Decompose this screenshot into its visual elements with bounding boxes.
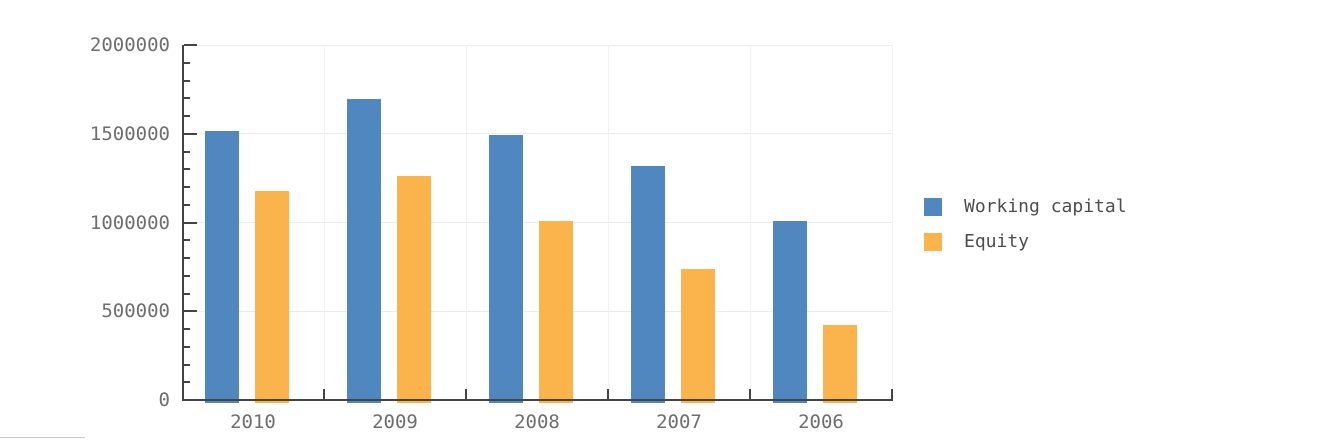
y-minor-tick bbox=[184, 239, 190, 242]
bar-working-capital-2007[interactable] bbox=[631, 165, 666, 403]
x-tick bbox=[891, 389, 893, 400]
y-minor-tick bbox=[184, 61, 190, 64]
y-grid-line bbox=[182, 44, 893, 46]
y-axis-label: 0 bbox=[158, 389, 170, 411]
bar-working-capital-2006[interactable] bbox=[773, 220, 808, 403]
x-grid-line bbox=[466, 45, 467, 399]
x-tick bbox=[749, 389, 751, 400]
x-axis-label-2009: 2009 bbox=[372, 411, 418, 433]
x-axis-label-2006: 2006 bbox=[798, 411, 844, 433]
x-grid-line bbox=[608, 45, 609, 399]
legend-label: Equity bbox=[964, 231, 1030, 252]
x-axis-line bbox=[182, 399, 893, 401]
y-minor-tick bbox=[184, 363, 190, 366]
legend-item-equity[interactable]: Equity bbox=[924, 231, 1127, 252]
y-minor-tick bbox=[184, 345, 190, 348]
x-tick bbox=[607, 389, 609, 400]
y-grid-line bbox=[182, 222, 893, 223]
y-major-tick bbox=[184, 44, 197, 46]
x-axis-label-2007: 2007 bbox=[656, 411, 702, 433]
bar-working-capital-2008[interactable] bbox=[489, 134, 524, 403]
y-axis-line bbox=[182, 45, 184, 400]
y-minor-tick bbox=[184, 381, 190, 384]
y-minor-tick bbox=[184, 203, 190, 206]
legend-swatch-equity-icon bbox=[924, 232, 942, 251]
y-minor-tick bbox=[184, 115, 190, 117]
x-tick bbox=[465, 389, 467, 400]
bar-equity-2008[interactable] bbox=[539, 220, 574, 403]
bar-equity-2010[interactable] bbox=[255, 191, 290, 403]
legend-item-working-capital[interactable]: Working capital bbox=[924, 196, 1127, 217]
y-minor-tick bbox=[184, 292, 190, 295]
legend: Working capital Equity bbox=[924, 196, 1127, 266]
y-axis-label: 1500000 bbox=[89, 122, 170, 145]
y-minor-tick bbox=[184, 97, 190, 100]
y-major-tick bbox=[184, 221, 197, 224]
y-axis-label: 1000000 bbox=[89, 211, 170, 234]
y-axis-label: 2000000 bbox=[89, 34, 170, 56]
y-minor-tick bbox=[184, 257, 190, 259]
x-tick bbox=[323, 389, 325, 400]
y-minor-tick bbox=[184, 274, 190, 277]
y-minor-tick bbox=[184, 168, 190, 171]
bar-equity-2006[interactable] bbox=[823, 324, 858, 403]
bar-equity-2009[interactable] bbox=[397, 176, 432, 403]
x-axis-label-2010: 2010 bbox=[230, 411, 276, 433]
x-grid-line bbox=[324, 45, 325, 399]
x-grid-line bbox=[750, 45, 751, 399]
y-minor-tick bbox=[184, 186, 190, 188]
x-grid-line bbox=[892, 45, 893, 399]
y-minor-tick bbox=[184, 79, 190, 82]
legend-label: Working capital bbox=[964, 196, 1127, 217]
y-axis-label: 500000 bbox=[101, 300, 170, 323]
bar-working-capital-2010[interactable] bbox=[205, 131, 240, 403]
bar-equity-2007[interactable] bbox=[681, 268, 716, 403]
legend-swatch-working-capital-icon bbox=[924, 197, 942, 216]
y-grid-line bbox=[182, 133, 893, 135]
y-minor-tick bbox=[184, 328, 190, 330]
y-major-tick bbox=[184, 310, 197, 313]
bar-working-capital-2009[interactable] bbox=[347, 99, 382, 403]
y-minor-tick bbox=[184, 150, 190, 153]
y-major-tick bbox=[184, 132, 197, 135]
x-axis-label-2008: 2008 bbox=[514, 411, 560, 433]
y-grid-line bbox=[182, 310, 893, 312]
page-edge-artifact-line bbox=[0, 437, 85, 438]
